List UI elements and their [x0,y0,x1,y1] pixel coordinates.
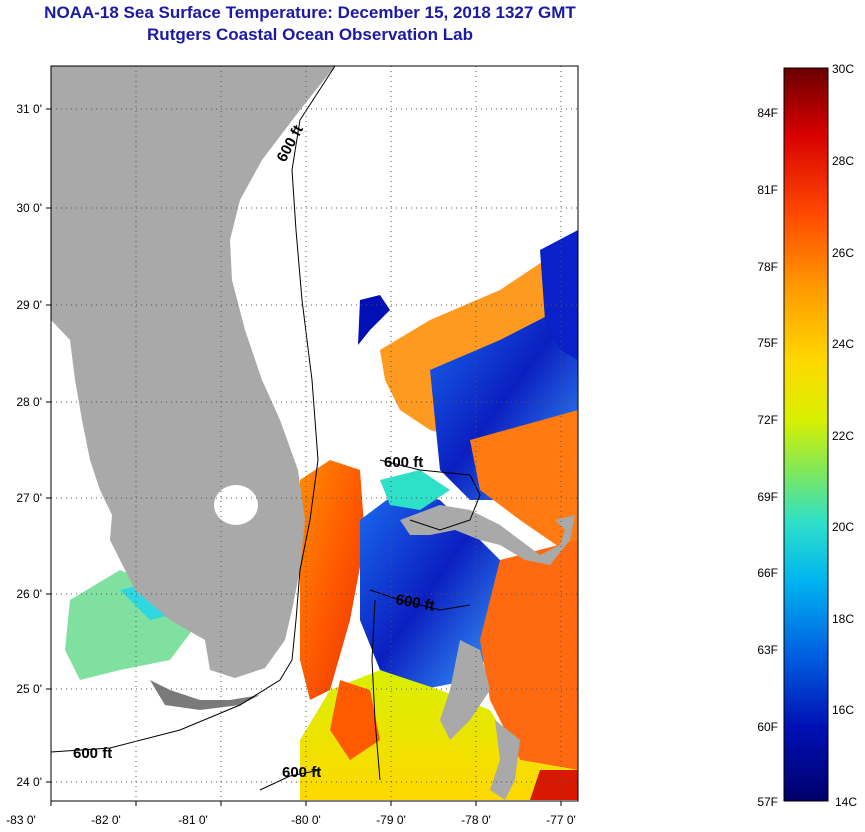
lon-label: -82 0' [91,813,121,827]
sst-patch-south-orange [330,680,380,760]
lat-label: 24 0' [16,775,42,789]
colorbar-fahrenheit-labels: 84F 81F 78F 75F 72F 69F 66F 63F 60F 57F [757,106,778,809]
lat-label: 29 0' [16,298,42,312]
fahrenheit-label: 66F [757,566,778,580]
lat-label: 27 0' [16,491,42,505]
contour-label-south: 600 ft [282,764,321,781]
fahrenheit-label: 78F [757,260,778,274]
celsius-label: 14C [835,795,857,809]
latitude-labels: 31 0' 30 0' 29 0' 28 0' 27 0' 26 0' 25 0… [16,102,42,789]
fahrenheit-label: 72F [757,413,778,427]
grand-bahama-abaco [400,505,575,565]
fahrenheit-label: 84F [757,106,778,120]
fahrenheit-label: 60F [757,720,778,734]
contour-label-west: 600 ft [73,745,112,762]
sst-patch-east-warm [470,410,578,560]
temperature-colorbar [783,67,829,802]
land-layer [51,66,575,800]
celsius-label: 30C [832,62,854,76]
map-title: NOAA-18 Sea Surface Temperature: Decembe… [44,3,576,22]
florida-keys [150,680,260,710]
lon-label: -77 0' [546,813,576,827]
celsius-label: 22C [832,429,854,443]
sst-patch-hot [530,770,578,800]
fahrenheit-label: 57F [757,795,778,809]
fahrenheit-label: 69F [757,490,778,504]
lat-label: 26 0' [16,587,42,601]
lon-label: -83 0' [6,813,36,827]
lon-label: -81 0' [178,813,208,827]
contour-label-bahamas: 600 ft [394,591,436,615]
axis-ticks [46,108,562,806]
sst-patch-north-blue [358,295,390,345]
celsius-label: 18C [832,612,854,626]
celsius-label: 28C [832,154,854,168]
colorbar-celsius-labels: 30C 28C 26C 24C 22C 20C 18C 16C 14C [832,62,857,809]
map-frame [50,65,579,802]
sst-patch-northeast-blue [540,230,578,360]
lon-label: -78 0' [461,813,491,827]
fahrenheit-label: 81F [757,183,778,197]
sst-patch-east-orange [480,540,578,770]
lon-label: -79 0' [376,813,406,827]
celsius-label: 26C [832,246,854,260]
longitude-labels: -83 0' -82 0' -81 0' -80 0' -79 0' -78 0… [6,813,576,827]
lat-label: 30 0' [16,201,42,215]
fahrenheit-label: 63F [757,643,778,657]
sst-patch-cyan [380,470,450,510]
lat-label: 25 0' [16,682,42,696]
celsius-label: 16C [832,703,854,717]
lake-okeechobee [214,485,258,525]
sst-patch-bahamas-cold [360,490,500,690]
bahamas-south [490,720,520,800]
florida-peninsula [51,66,335,678]
lat-label: 28 0' [16,395,42,409]
celsius-label: 20C [832,520,854,534]
fahrenheit-label: 75F [757,336,778,350]
depth-contour-600ft [50,65,481,791]
lat-label: 31 0' [16,102,42,116]
sst-data-layer [65,230,578,800]
sst-patch-florida-current [300,460,365,700]
map-subtitle: Rutgers Coastal Ocean Observation Lab [147,25,473,44]
celsius-label: 24C [832,337,854,351]
andros-island [440,640,490,740]
contour-label-east: 600 ft [384,454,423,471]
lon-label: -80 0' [291,813,321,827]
